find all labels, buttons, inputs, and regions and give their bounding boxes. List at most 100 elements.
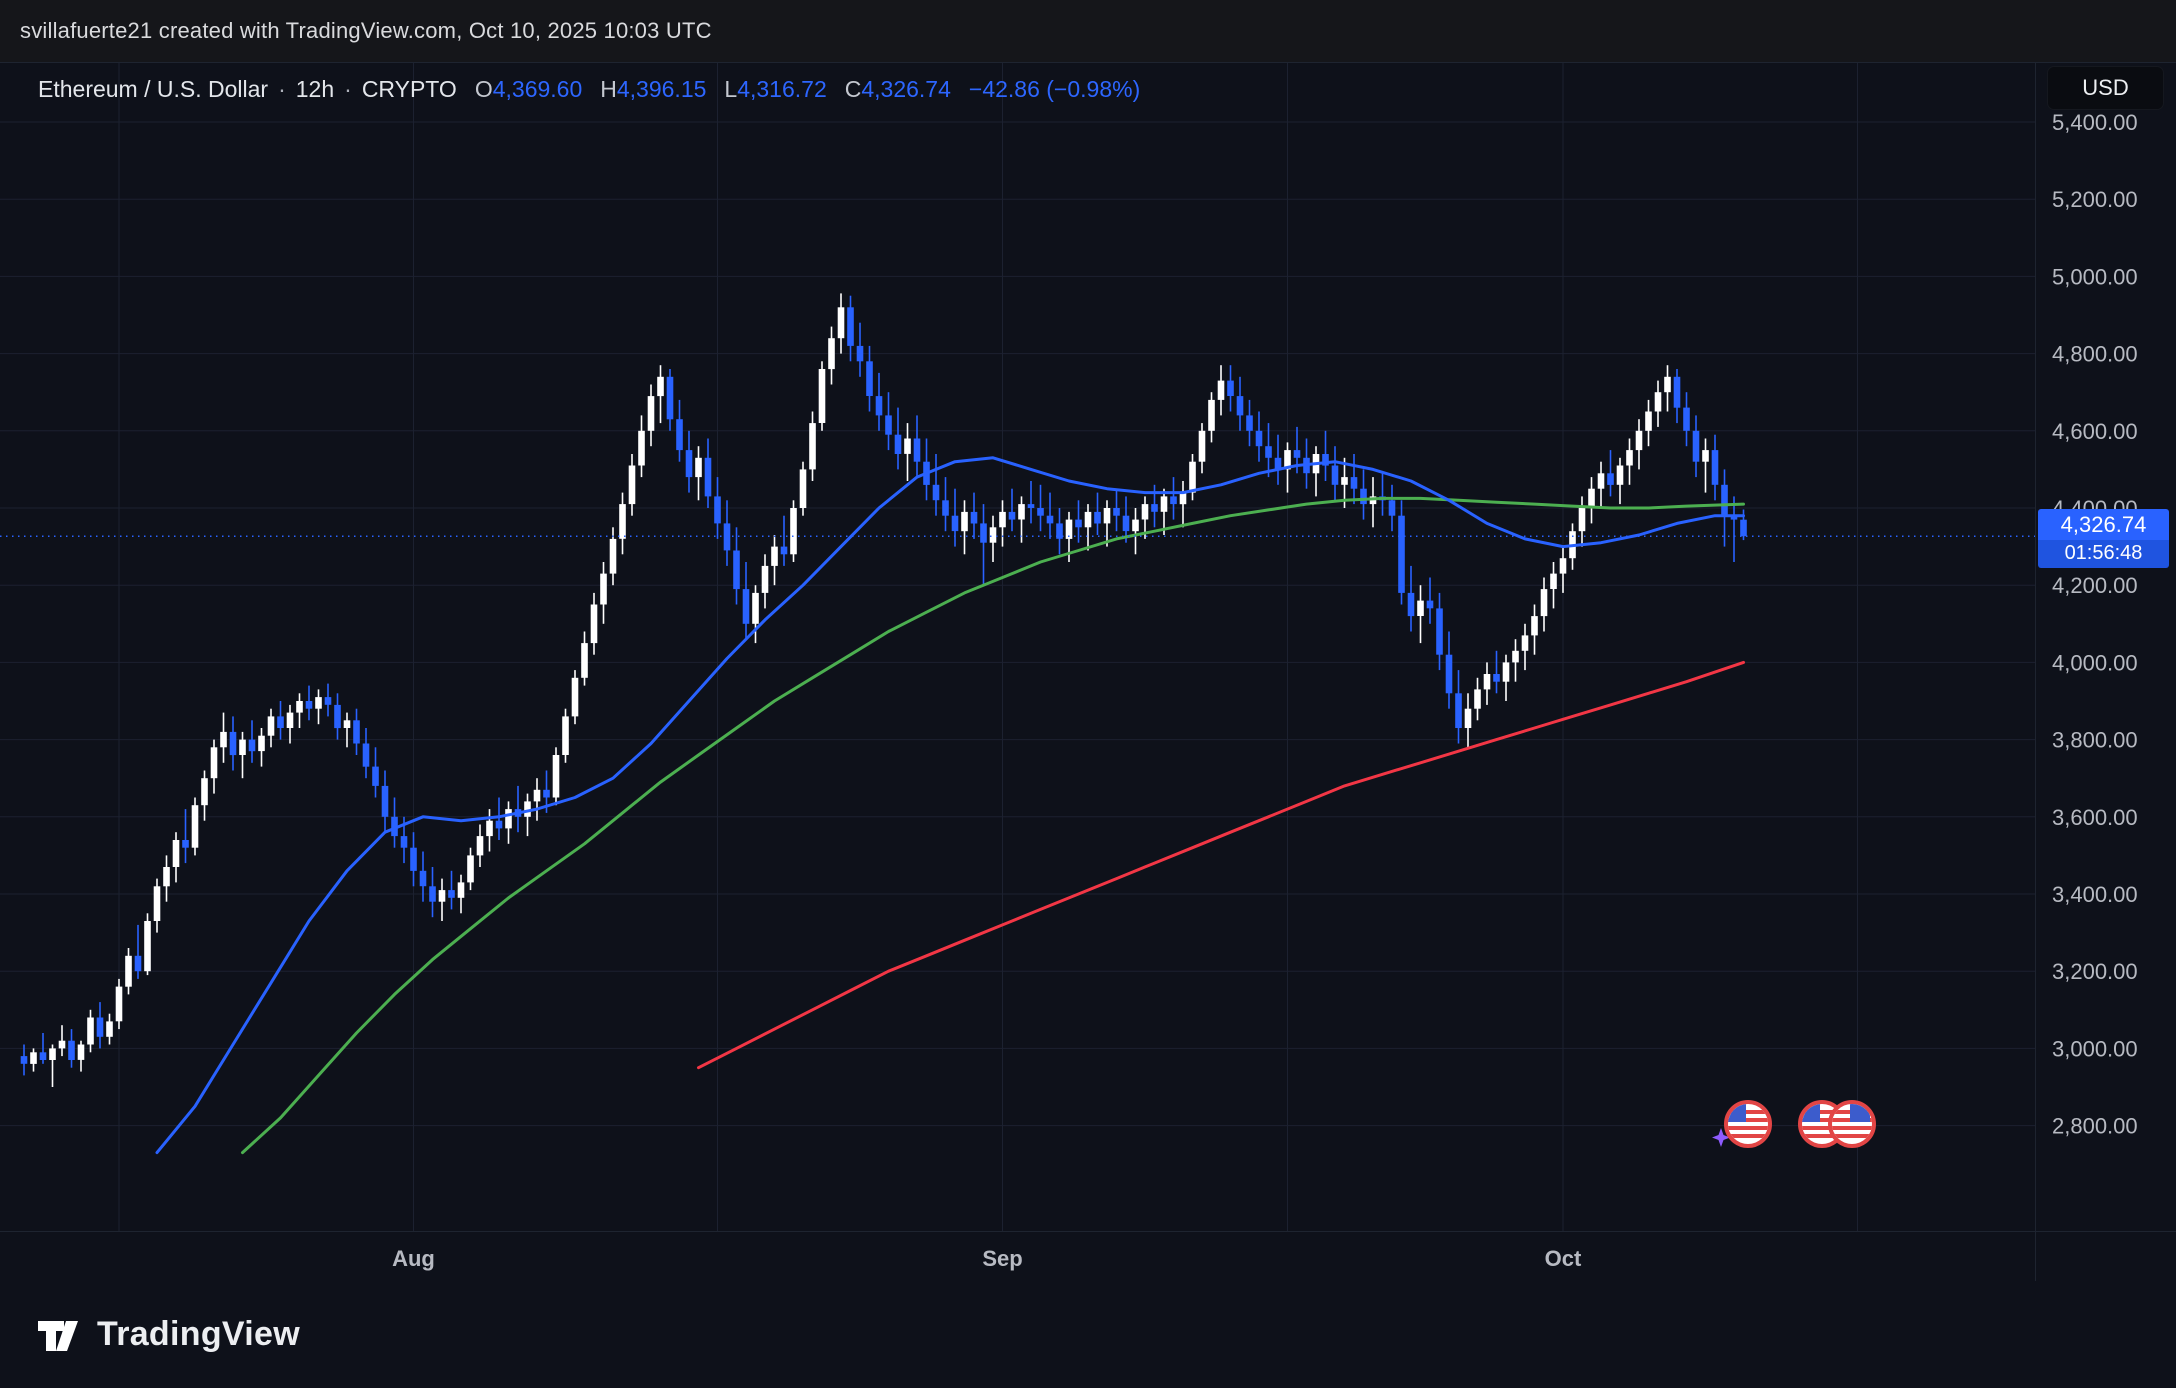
- candle: [1493, 650, 1500, 694]
- candle: [144, 913, 151, 976]
- attribution-text: svillafuerte21 created with TradingView.…: [20, 18, 712, 43]
- candle: [866, 345, 873, 412]
- candle: [305, 685, 313, 721]
- candle: [296, 693, 303, 728]
- candle: [932, 454, 940, 516]
- candle: [704, 438, 712, 508]
- candle: [894, 407, 902, 470]
- candle: [1626, 438, 1633, 485]
- candle: [695, 446, 702, 501]
- candle: [552, 747, 560, 806]
- candle: [372, 747, 379, 798]
- candle: [666, 369, 674, 431]
- us-flag-pair-sticker: [1798, 1098, 1876, 1161]
- tradingview-brand[interactable]: TradingView: [34, 1311, 300, 1359]
- price-axis-label: 4,600.00: [2052, 419, 2138, 444]
- candle: [1160, 488, 1168, 535]
- ma-fast-line: [155, 456, 1745, 1155]
- candle: [1692, 415, 1700, 478]
- candle: [628, 454, 636, 516]
- change-label: −42.86 (−0.98%): [968, 75, 1141, 102]
- candle: [533, 778, 541, 821]
- attribution-bar: svillafuerte21 created with TradingView.…: [0, 0, 2176, 63]
- candle: [818, 361, 826, 431]
- candle: [476, 824, 484, 867]
- last-price-label: 4,326.74 01:56:48: [2038, 509, 2169, 569]
- us-flag-sticker: [1712, 1098, 1774, 1161]
- candle: [647, 384, 655, 447]
- interval-label[interactable]: 12h: [295, 75, 335, 102]
- candle: [438, 878, 446, 921]
- candle: [1559, 546, 1567, 593]
- candle: [1730, 496, 1738, 562]
- candle: [913, 415, 921, 478]
- candle: [1740, 509, 1747, 541]
- candle: [1483, 662, 1491, 705]
- candle: [277, 701, 284, 740]
- candle: [1436, 592, 1443, 671]
- ohlc-close: C4,326.74: [844, 75, 951, 102]
- candle: [1521, 623, 1529, 671]
- candle: [172, 832, 180, 883]
- candle: [115, 978, 123, 1030]
- candle: [1312, 446, 1320, 497]
- ma-slow-line: [697, 660, 1745, 1070]
- candle: [1379, 473, 1386, 516]
- symbol-title[interactable]: Ethereum / U.S. Dollar: [38, 75, 269, 102]
- candle: [1645, 399, 1652, 447]
- candle: [752, 585, 759, 644]
- price-axis-label: 4,000.00: [2052, 650, 2138, 675]
- candle: [1550, 562, 1557, 609]
- candle: [1236, 376, 1244, 431]
- candle: [1046, 492, 1054, 539]
- candle: [1246, 399, 1253, 447]
- candle: [239, 731, 246, 779]
- legend-separator: ·: [344, 75, 352, 102]
- candle: [505, 801, 512, 844]
- ohlc-high: H4,396.15: [600, 75, 707, 102]
- candle: [1227, 365, 1234, 412]
- candle: [980, 504, 987, 586]
- candle: [353, 708, 360, 755]
- currency-toggle-button[interactable]: USD: [2047, 66, 2164, 110]
- candle: [1189, 454, 1196, 501]
- candle: [562, 708, 569, 763]
- price-axis[interactable]: 5,400.00 5,200.00 5,000.00 4,800.00 4,600.00…: [2052, 110, 2138, 1139]
- candle: [1084, 504, 1092, 551]
- time-axis[interactable]: Aug Sep Oct: [392, 1246, 1582, 1271]
- candle: [514, 785, 522, 833]
- price-axis-label: 3,200.00: [2052, 959, 2138, 984]
- candle: [856, 322, 864, 377]
- candle: [49, 1044, 56, 1087]
- bar-countdown: 01:56:48: [2038, 540, 2169, 569]
- candle: [989, 515, 997, 562]
- candle: [391, 797, 398, 848]
- candle: [248, 720, 256, 763]
- candle: [1217, 365, 1225, 416]
- candle: [153, 878, 161, 933]
- candle: [1654, 380, 1662, 427]
- candle: [780, 515, 788, 566]
- candle: [258, 728, 265, 767]
- candle: [30, 1048, 37, 1072]
- candle: [904, 423, 911, 481]
- market-label: CRYPTO: [361, 75, 457, 102]
- candle: [1664, 365, 1671, 412]
- candle: [1683, 392, 1690, 447]
- candle: [600, 562, 607, 624]
- candle: [1398, 500, 1405, 605]
- candle: [39, 1033, 47, 1064]
- candle: [1170, 477, 1177, 520]
- candle: [20, 1044, 28, 1076]
- candle: [1103, 500, 1111, 547]
- candle: [1208, 392, 1215, 443]
- candle: [1540, 577, 1548, 632]
- price-axis-label: 3,600.00: [2052, 805, 2138, 830]
- candle: [457, 874, 465, 914]
- candle: [619, 492, 626, 555]
- candle: [1132, 508, 1139, 555]
- candle: [733, 527, 740, 605]
- candle: [638, 415, 645, 478]
- candle: [1407, 565, 1415, 632]
